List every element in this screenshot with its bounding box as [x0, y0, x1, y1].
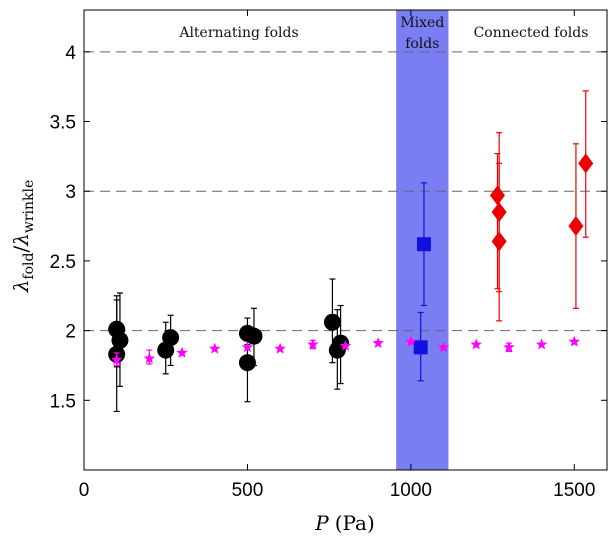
data-point-square — [413, 340, 428, 355]
y-axis-label-lambda-den: λ — [9, 233, 33, 247]
y-tick-label: 3 — [65, 182, 76, 203]
y-axis-label: λfold/λwrinkle — [9, 180, 37, 294]
data-point-square — [416, 237, 431, 252]
x-tick-label: 0 — [79, 480, 90, 501]
x-tick-label: 1000 — [390, 480, 432, 501]
data-point-star — [339, 339, 352, 351]
x-tick-label: 500 — [232, 480, 264, 501]
data-point-star — [372, 337, 384, 349]
x-axis-label-unit: (Pa) — [335, 511, 375, 535]
data-point-star — [274, 342, 286, 354]
data-point-diamond — [578, 153, 594, 174]
axis-ticks: 0 500 1000 1500 1.5 2 2.5 3 3.5 4 — [50, 10, 607, 501]
data-point-diamond — [491, 202, 507, 223]
data-point-circle — [245, 327, 263, 345]
data-point-star — [568, 335, 581, 347]
data-point-circle — [238, 354, 256, 372]
data-point-star — [470, 338, 482, 350]
data-point-star — [143, 352, 156, 364]
data-point-diamond — [491, 231, 507, 252]
region-label-alternating: Alternating folds — [178, 25, 298, 41]
y-tick-label: 4 — [65, 43, 76, 64]
region-label-connected: Connected folds — [474, 25, 589, 41]
data-point-star — [405, 335, 417, 347]
y-tick-label: 2.5 — [50, 252, 76, 273]
data-point-diamond — [568, 216, 584, 237]
plot-frame — [83, 9, 608, 471]
data-point-star — [110, 353, 123, 365]
y-tick-label: 2 — [65, 322, 76, 343]
data-point-star — [176, 346, 188, 358]
y-axis-label-lambda-num: λ — [9, 280, 33, 294]
data-point-star — [209, 342, 221, 354]
data-point-circle — [111, 331, 129, 349]
region-label-mixed-line1: Mixed — [400, 15, 444, 31]
y-tick-label: 3.5 — [50, 113, 76, 134]
data-point-circle — [162, 329, 180, 347]
y-axis-label-slash: / — [9, 246, 33, 253]
x-axis-label: P (Pa) — [314, 511, 375, 535]
x-tick-label: 1500 — [553, 480, 595, 501]
region-label-mixed-line2: folds — [405, 36, 439, 52]
data-point-diamond — [489, 185, 505, 206]
data-point-star — [503, 341, 515, 353]
data-point-star — [535, 338, 548, 350]
x-axis-label-variable: P — [314, 511, 329, 535]
data-point-star — [437, 341, 450, 353]
data-points — [108, 90, 594, 413]
data-point-star — [307, 338, 319, 350]
y-tick-label: 1.5 — [50, 391, 76, 412]
y-axis-label-den-subscript: wrinkle — [21, 180, 37, 233]
data-point-star — [241, 341, 254, 353]
y-axis-label-num-subscript: fold — [21, 253, 37, 280]
data-point-circle — [323, 313, 341, 331]
